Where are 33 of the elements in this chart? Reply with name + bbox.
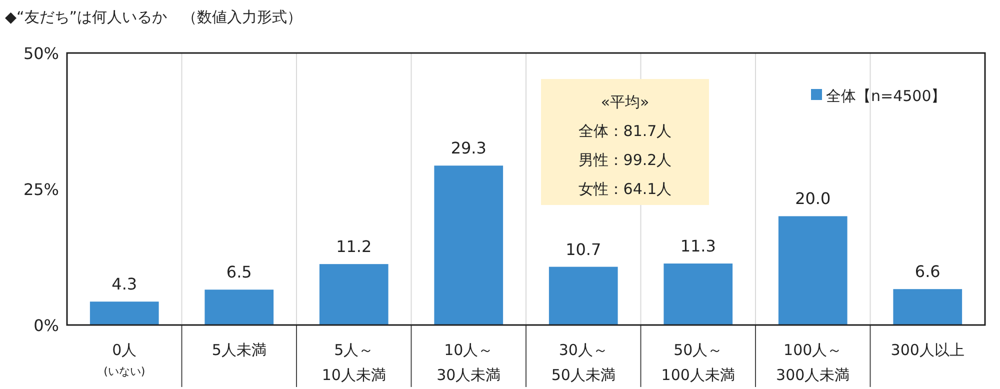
x-tick-label: 300人以上 <box>890 341 964 359</box>
data-label: 4.3 <box>112 274 138 294</box>
bar <box>893 289 962 325</box>
x-tick-label: 0人 (いない) <box>104 341 146 378</box>
bar <box>90 302 159 325</box>
x-tick-label: 10人～ 30人未満 <box>436 341 501 384</box>
data-label: 11.2 <box>336 237 372 256</box>
x-tick-label: 30人～ 50人未満 <box>551 341 616 384</box>
y-tick-label: 0% <box>34 316 59 335</box>
bar <box>319 264 388 325</box>
data-label: 11.3 <box>680 236 716 256</box>
annotation: 全体：81.7人 <box>578 122 672 140</box>
bar <box>548 266 618 325</box>
data-label: 20.0 <box>795 189 831 208</box>
legend-label: 全体【n=4500】 <box>826 87 946 105</box>
bar <box>778 216 848 325</box>
bar <box>204 290 274 325</box>
x-tick-label: 5人未満 <box>212 341 266 359</box>
annotation: 女性：64.1人 <box>578 180 672 198</box>
x-tick-label: 50人～ 100人未満 <box>661 341 735 384</box>
chart-title: ◆“友だち”は何人いるか （数値入力形式） <box>5 8 302 26</box>
x-tick-label: 5人～ 10人未満 <box>322 341 386 384</box>
x-tick-label: 100人～ 300人未満 <box>776 341 850 384</box>
y-tick-label: 25% <box>23 180 59 199</box>
bar <box>664 264 733 325</box>
data-label: 6.6 <box>914 262 940 282</box>
bar <box>434 166 504 325</box>
data-label: 10.7 <box>566 240 602 259</box>
annotation: «平均» <box>600 93 650 111</box>
data-label: 6.5 <box>226 262 252 282</box>
y-tick-label: 50% <box>23 44 59 63</box>
annotation: 男性：99.2人 <box>578 151 672 169</box>
data-label: 29.3 <box>450 138 486 158</box>
